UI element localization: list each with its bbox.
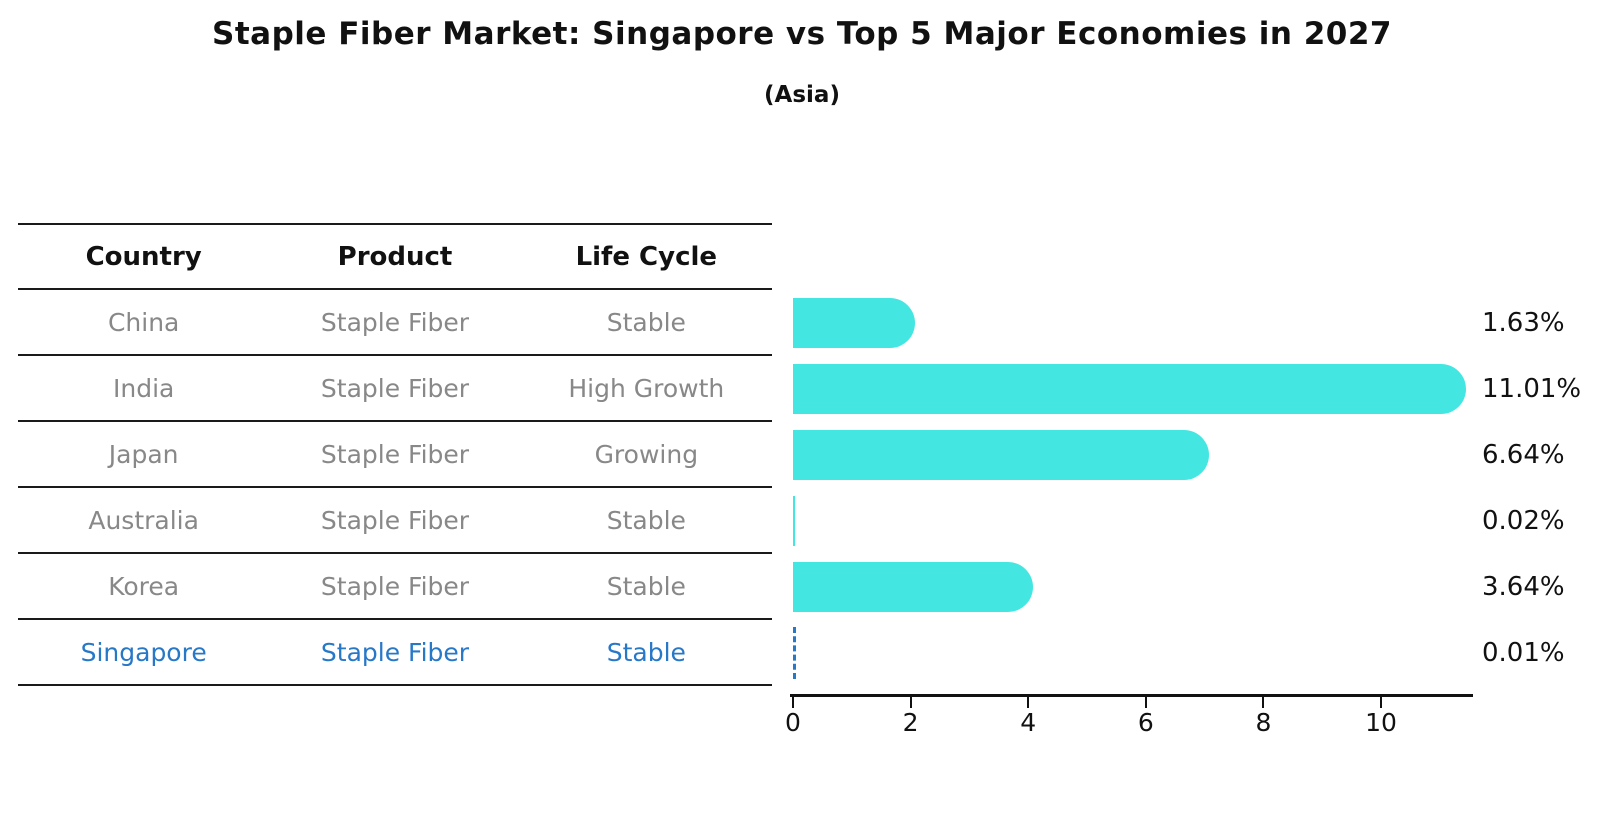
country-cell: Australia bbox=[88, 505, 199, 535]
country-cell: Singapore bbox=[80, 637, 207, 667]
table-body: China Staple Fiber Stable India Staple Fiber… bbox=[18, 290, 772, 686]
bar-row-india bbox=[793, 356, 1473, 422]
value-label-korea: 3.64% bbox=[1482, 572, 1565, 602]
bar-row-singapore bbox=[793, 620, 1473, 686]
bar-value-labels: 1.63% 11.01% 6.64% 0.02% 3.64% 0.01% bbox=[1482, 290, 1602, 686]
country-info-table: Country Product Life Cycle China Staple Fib… bbox=[18, 223, 772, 686]
life-cycle-cell: Stable bbox=[606, 637, 686, 667]
bar-india bbox=[793, 364, 1467, 414]
column-header-product: Product bbox=[337, 241, 453, 272]
bar-japan bbox=[793, 430, 1210, 480]
table-row-korea: Korea Staple Fiber Stable bbox=[18, 554, 772, 620]
x-tick-2 bbox=[909, 697, 912, 708]
bar-row-korea bbox=[793, 554, 1473, 620]
value-label-singapore: 0.01% bbox=[1482, 638, 1565, 668]
bar-row-japan bbox=[793, 422, 1473, 488]
x-tick-label-0: 0 bbox=[785, 708, 801, 737]
page-subtitle: (Asia) bbox=[764, 82, 840, 108]
x-tick-10 bbox=[1380, 697, 1382, 708]
table-row-australia: Australia Staple Fiber Stable bbox=[18, 488, 772, 554]
country-cell: Japan bbox=[108, 439, 179, 469]
x-tick-8 bbox=[1262, 697, 1265, 708]
life-cycle-cell: Stable bbox=[606, 307, 686, 337]
table-header-row: Country Product Life Cycle bbox=[18, 223, 772, 290]
life-cycle-cell: Growing bbox=[594, 439, 699, 469]
table-row-japan: Japan Staple Fiber Growing bbox=[18, 422, 772, 488]
bar-chart-plot-area bbox=[793, 290, 1473, 686]
x-tick-label-2: 2 bbox=[902, 708, 919, 737]
bar-china bbox=[793, 298, 915, 348]
life-cycle-cell: High Growth bbox=[568, 373, 725, 403]
table-row-singapore: Singapore Staple Fiber Stable bbox=[18, 620, 772, 686]
column-header-life-cycle: Life Cycle bbox=[575, 241, 718, 272]
x-tick-4 bbox=[1027, 697, 1030, 708]
product-cell: Staple Fiber bbox=[320, 571, 470, 601]
value-label-china: 1.63% bbox=[1482, 308, 1565, 338]
bar-korea bbox=[793, 562, 1034, 612]
table-row-china: China Staple Fiber Stable bbox=[18, 290, 772, 356]
product-cell: Staple Fiber bbox=[320, 439, 470, 469]
life-cycle-cell: Stable bbox=[606, 505, 686, 535]
product-cell: Staple Fiber bbox=[320, 505, 470, 535]
country-cell: China bbox=[107, 307, 180, 337]
bar-row-china bbox=[793, 290, 1473, 356]
x-tick-label-10: 10 bbox=[1365, 708, 1397, 737]
value-label-india: 11.01% bbox=[1482, 374, 1582, 404]
value-label-australia: 0.02% bbox=[1482, 506, 1565, 536]
bar-row-australia bbox=[793, 488, 1473, 554]
x-axis-line bbox=[790, 694, 1473, 697]
country-cell: India bbox=[112, 373, 175, 403]
page-title: Staple Fiber Market: Singapore vs Top 5 … bbox=[212, 16, 1392, 52]
x-tick-label-4: 4 bbox=[1020, 708, 1037, 737]
x-tick-label-6: 6 bbox=[1137, 708, 1154, 737]
highlight-bar-singapore bbox=[793, 627, 796, 679]
x-tick-6 bbox=[1144, 697, 1147, 708]
country-cell: Korea bbox=[108, 571, 180, 601]
bar-australia bbox=[793, 496, 795, 546]
product-cell: Staple Fiber bbox=[320, 637, 470, 667]
table-row-india: India Staple Fiber High Growth bbox=[18, 356, 772, 422]
value-label-japan: 6.64% bbox=[1482, 440, 1565, 470]
life-cycle-cell: Stable bbox=[606, 571, 686, 601]
column-header-country: Country bbox=[85, 241, 202, 272]
x-tick-0 bbox=[792, 697, 794, 708]
product-cell: Staple Fiber bbox=[320, 307, 470, 337]
product-cell: Staple Fiber bbox=[320, 373, 470, 403]
x-tick-label-8: 8 bbox=[1255, 708, 1272, 737]
